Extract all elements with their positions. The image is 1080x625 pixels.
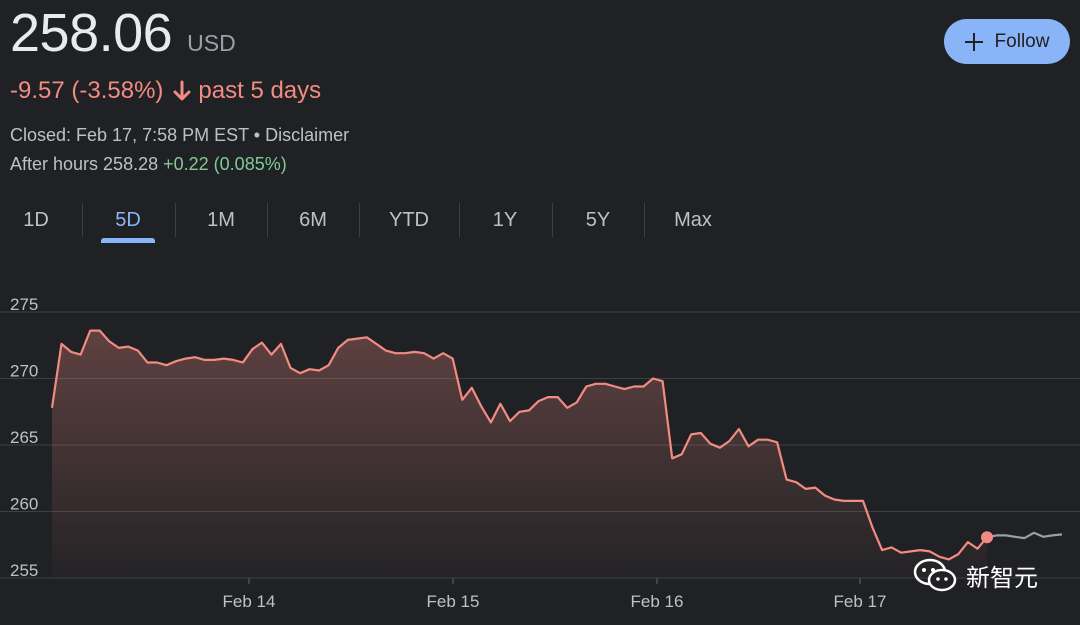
tab-divider xyxy=(175,203,176,237)
follow-button-label: Follow xyxy=(994,30,1050,52)
y-tick-label: 260 xyxy=(10,495,38,514)
tab-divider xyxy=(552,203,553,237)
range-tabs: 1D 5D 1M 6M YTD 1Y 5Y Max xyxy=(0,202,740,246)
tab-5d[interactable]: 5D xyxy=(115,209,141,231)
active-tab-indicator xyxy=(101,238,155,243)
after-hours-change: +0.22 (0.085%) xyxy=(163,154,287,174)
tab-ytd[interactable]: YTD xyxy=(389,209,429,231)
x-tick-label: Feb 17 xyxy=(834,592,887,611)
close-point-marker xyxy=(981,531,993,544)
watermark: 新智元 xyxy=(912,556,1038,594)
tab-6m[interactable]: 6M xyxy=(299,209,327,231)
after-hours-row: After hours 258.28 +0.22 (0.085%) xyxy=(10,154,287,175)
tab-1d[interactable]: 1D xyxy=(23,209,49,231)
tab-max[interactable]: Max xyxy=(674,209,712,231)
wechat-icon xyxy=(913,558,957,592)
after-hours-line xyxy=(986,531,1063,540)
y-tick-label: 275 xyxy=(10,295,38,314)
after-hours-label: After hours 258.28 xyxy=(10,154,159,174)
tab-divider xyxy=(359,203,360,237)
current-price: 258.06 xyxy=(10,3,173,63)
price-line xyxy=(50,329,988,561)
price-change-row: -9.57 (-3.58%) past 5 days xyxy=(10,77,321,105)
x-tick-label: Feb 15 xyxy=(427,592,480,611)
y-tick-label: 270 xyxy=(10,362,38,381)
tab-1m[interactable]: 1M xyxy=(207,209,235,231)
arrow-down-icon xyxy=(171,79,193,103)
watermark-text: 新智元 xyxy=(966,564,1038,592)
currency-label: USD xyxy=(187,30,236,56)
x-tick-label: Feb 16 xyxy=(631,592,684,611)
y-tick-label: 255 xyxy=(10,561,38,580)
price-change: -9.57 (-3.58%) xyxy=(10,77,164,104)
tab-5y[interactable]: 5Y xyxy=(585,209,611,231)
tab-divider xyxy=(267,203,268,237)
x-tick-label: Feb 14 xyxy=(223,592,276,611)
y-tick-label: 265 xyxy=(10,428,38,447)
tab-divider xyxy=(644,203,645,237)
price-area-fill xyxy=(52,330,987,578)
tab-1y[interactable]: 1Y xyxy=(492,209,518,231)
plus-icon xyxy=(964,32,983,51)
tab-divider xyxy=(459,203,460,237)
price-header: 258.06 USD xyxy=(10,2,236,64)
follow-button[interactable]: Follow xyxy=(944,19,1070,64)
change-period: past 5 days xyxy=(198,77,322,104)
tab-divider xyxy=(82,203,83,237)
closed-text: Closed: Feb 17, 7:58 PM EST • Disclaimer xyxy=(10,125,350,145)
